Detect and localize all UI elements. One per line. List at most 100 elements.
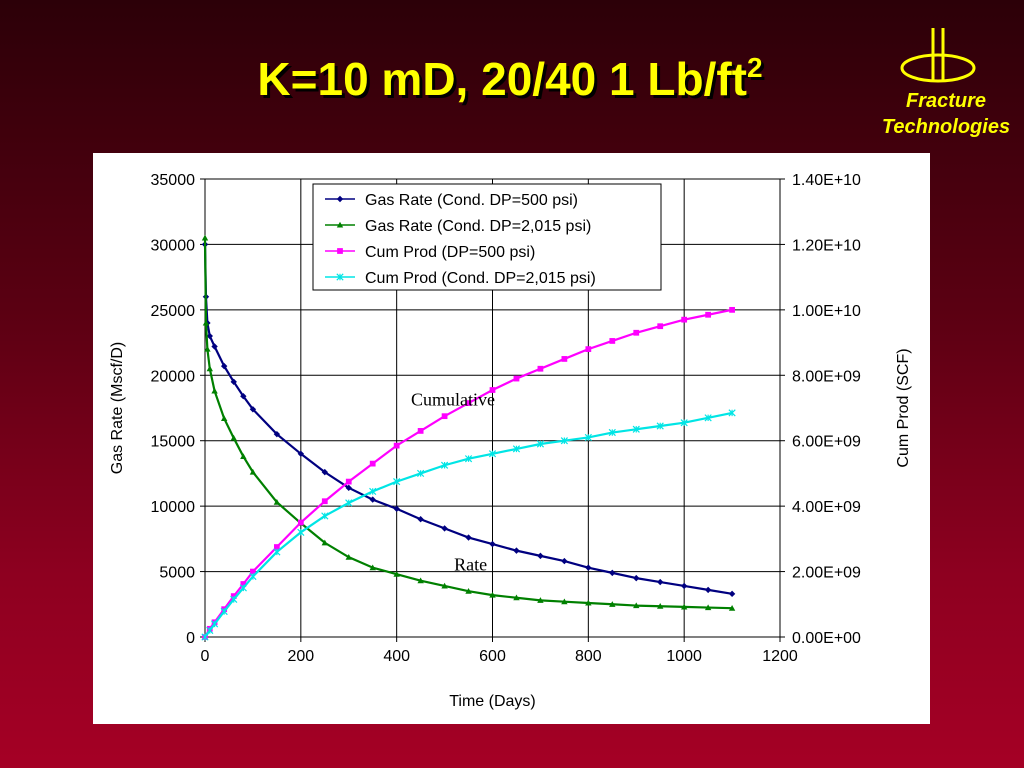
data-point (321, 539, 328, 546)
data-point (633, 329, 640, 336)
data-point (465, 588, 472, 594)
legend-entry: Gas Rate (Cond. DP=500 psi) (365, 192, 578, 209)
data-point (369, 564, 376, 571)
data-point (206, 365, 213, 372)
data-point (537, 552, 544, 560)
data-point (206, 332, 213, 340)
legend-box (312, 183, 662, 291)
data-point (657, 323, 664, 330)
data-point (513, 547, 520, 554)
data-point (417, 428, 424, 434)
x-axis-label: Time (Days) (449, 693, 536, 710)
chart-annotation: Rate (454, 554, 487, 574)
data-point (441, 525, 448, 532)
data-point (632, 425, 640, 433)
data-point (656, 422, 664, 430)
data-point (297, 528, 305, 536)
x-tick-label: 1200 (762, 648, 798, 665)
data-point (704, 604, 712, 611)
data-point (202, 319, 210, 326)
data-point (211, 343, 218, 350)
y-tick-label: 10000 (151, 499, 196, 516)
data-point (230, 595, 238, 604)
data-point (681, 316, 688, 323)
data-point (657, 603, 664, 609)
y2-tick-label: 0.00E+00 (792, 630, 861, 647)
data-point (249, 468, 257, 475)
y2-tick-label: 1.40E+10 (792, 172, 861, 189)
data-point (728, 605, 736, 611)
x-tick-label: 200 (287, 648, 314, 665)
data-point (297, 519, 304, 526)
data-point (230, 378, 237, 386)
data-point (250, 568, 256, 575)
fracture-technologies-logo-icon (900, 28, 976, 83)
data-point (441, 582, 448, 589)
x-tick-label: 0 (201, 648, 210, 665)
data-point (513, 375, 520, 382)
data-point (417, 469, 425, 478)
data-point (321, 512, 329, 520)
data-point (220, 362, 228, 370)
legend-marker (336, 273, 344, 281)
data-point (369, 460, 376, 467)
x-tick-label: 600 (479, 648, 506, 665)
data-point (369, 496, 376, 503)
y-tick-label: 20000 (151, 368, 196, 385)
y2-tick-label: 8.00E+09 (792, 368, 861, 385)
data-point (441, 413, 448, 420)
data-point (240, 581, 247, 587)
data-point (273, 548, 281, 556)
data-point (536, 440, 545, 448)
x-tick-label: 800 (575, 648, 602, 665)
data-point (465, 400, 472, 406)
data-point (393, 442, 400, 449)
data-point (321, 498, 328, 505)
data-point (728, 409, 736, 417)
data-point (239, 584, 247, 592)
data-point (393, 570, 400, 577)
series-line-1 (203, 244, 733, 595)
legend-entry: Cum Prod (DP=500 psi) (365, 244, 535, 261)
series-line-2 (203, 237, 733, 610)
data-point (680, 582, 688, 590)
data-point (417, 516, 424, 523)
y-axis-label: Gas Rate (Mscf/D) (109, 342, 126, 474)
x-tick-label: 400 (383, 648, 410, 665)
data-point (728, 590, 736, 598)
data-point (609, 338, 616, 344)
data-point (704, 586, 712, 594)
data-point (230, 434, 237, 441)
data-point (584, 433, 592, 442)
data-point (489, 540, 496, 548)
data-point (297, 450, 305, 457)
data-point (369, 487, 377, 496)
slide-title-superscript: 2 (747, 52, 763, 83)
data-point (201, 234, 209, 241)
series-line-4 (204, 411, 733, 638)
y-tick-label: 30000 (151, 237, 196, 254)
slide-title: K=10 mD, 20/40 1 Lb/ft2 (130, 52, 890, 106)
data-point (465, 534, 472, 541)
data-point (585, 346, 592, 352)
y2-tick-label: 4.00E+09 (792, 499, 861, 516)
data-point (489, 387, 496, 393)
data-point (345, 484, 352, 492)
data-point (211, 387, 218, 394)
data-point (729, 306, 735, 313)
data-point (345, 553, 352, 560)
data-point (609, 601, 616, 607)
data-point (249, 406, 257, 413)
logo-text: Fracture Technologies (866, 88, 1024, 140)
data-point (273, 499, 281, 505)
chart-annotation: Cumulative (411, 389, 495, 409)
y-tick-label: 5000 (159, 565, 195, 582)
x-tick-label: 1000 (666, 648, 702, 665)
data-point (609, 569, 616, 577)
series-line-3 (204, 308, 733, 638)
chart: 0 200 400 600 800 1000 1200 0 5000 10000 15000 2000… (109, 172, 912, 710)
data-point (561, 598, 568, 605)
data-point (210, 620, 219, 628)
data-point (633, 574, 640, 582)
y2-axis-label: Cum Prod (SCF) (895, 348, 912, 467)
